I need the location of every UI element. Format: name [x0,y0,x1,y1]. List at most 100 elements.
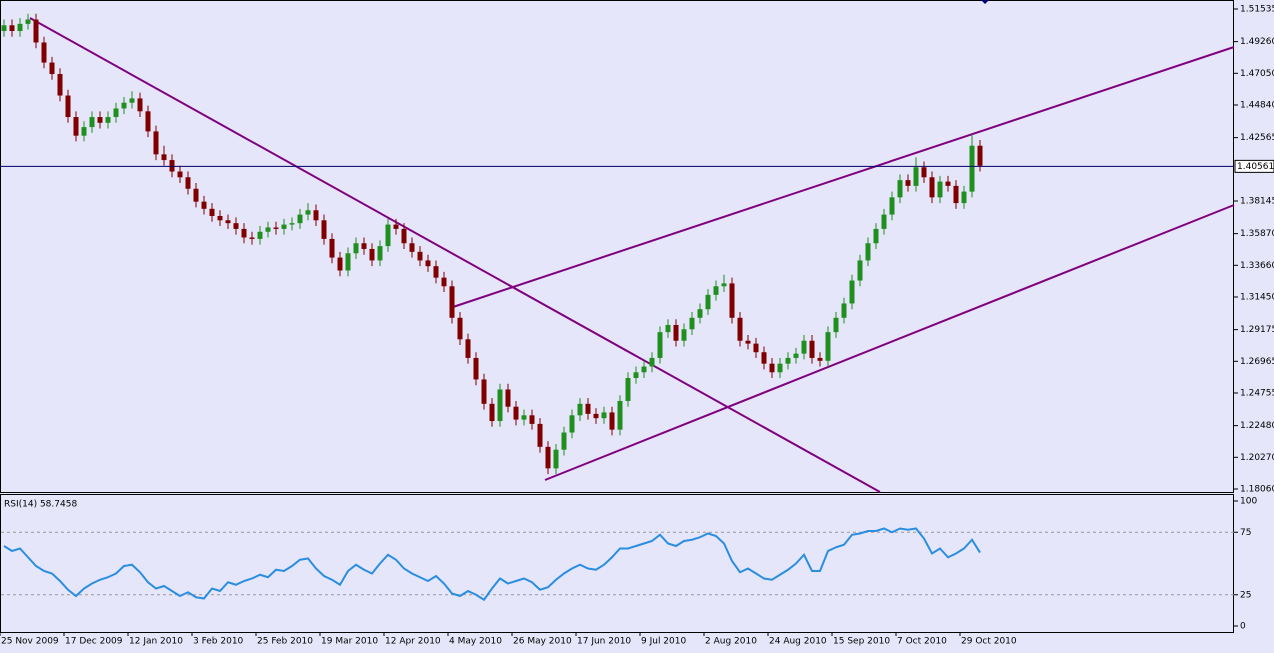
candle-body [761,352,767,364]
candle-body [537,423,543,447]
candle-body [233,223,239,229]
candle-body [441,277,447,287]
candle-body [513,406,519,420]
candle-body [401,228,407,244]
candle-body [73,117,79,136]
x-tick-label: 19 Mar 2010 [321,637,378,647]
candle-body [329,238,335,258]
y-tick-label: 1.29175 [1240,325,1274,335]
candle-body [929,177,935,198]
rsi-title: RSI(14) 58.7458 [4,500,77,510]
candle-body [1,25,7,32]
candle-body [225,220,231,224]
candle-body [105,117,111,123]
candle-body [417,251,423,261]
candle-body [609,412,615,430]
candle-body [689,317,695,330]
candle-body [817,357,823,361]
trendline [29,17,881,493]
candle-body [617,400,623,430]
y-tick-label: 1.18060 [1240,485,1274,495]
trendline [452,46,1235,308]
candle-body [801,340,807,354]
candle-body [857,260,863,281]
candle-body [601,412,607,419]
candle-body [425,260,431,267]
candle-body [809,340,815,358]
trendline [544,204,1235,481]
candle-body [881,214,887,229]
candle-body [873,228,879,244]
candle-body [657,332,663,358]
rsi-line [3,527,981,602]
candle-body [577,403,583,416]
candle-body [25,19,31,24]
x-tick-label: 26 May 2010 [513,637,572,647]
x-tick-label: 25 Nov 2009 [1,637,59,647]
candle-body [913,167,919,186]
y-tick-label: 1.51535 [1240,5,1274,15]
candle-body [681,329,687,341]
candle-body [9,25,15,32]
y-tick-label: 1.49260 [1240,37,1274,47]
candle-body [201,201,207,209]
candle-body [481,379,487,404]
candle-body [841,303,847,318]
candle-body [353,243,359,254]
candle-body [241,228,247,238]
y-tick-label: 1.26965 [1240,357,1274,367]
x-tick-label: 3 Feb 2010 [193,637,244,647]
candle-body [17,23,23,32]
candle-body [489,403,495,422]
x-tick-label: 7 Oct 2010 [897,637,947,647]
candle-body [321,220,327,239]
candle-body [585,403,591,414]
candle-body [521,415,527,420]
y-tick-label: 0 [1240,622,1246,632]
candle-body [665,324,671,333]
x-tick-label: 25 Feb 2010 [257,637,313,647]
candle-body [289,223,295,225]
candle-body [129,98,135,103]
candle-body [705,294,711,310]
candle-body [833,317,839,333]
candle-body [969,145,975,192]
x-tick-label: 4 May 2010 [449,637,502,647]
candle-body [961,191,967,204]
candle-body [97,117,103,123]
candle-body [193,188,199,202]
y-tick-label: 1.24755 [1240,389,1274,399]
candle-body [561,432,567,450]
candle-body [465,339,471,358]
trendlines [29,17,1235,493]
candle-body [553,449,559,469]
y-tick-label: 1.20270 [1240,453,1274,463]
candle-body [385,224,391,247]
y-tick-label: 25 [1240,590,1251,600]
current-price-box [1234,159,1274,173]
candle-body [449,286,455,318]
candle-body [145,111,151,132]
candle-body [473,357,479,380]
x-tick-label: 15 Sep 2010 [833,637,890,647]
candle-body [49,62,55,75]
candle-body [793,353,799,358]
candle-body [81,127,87,136]
x-tick-label: 12 Apr 2010 [385,637,441,647]
candle-body [905,180,911,186]
candle-body [169,160,175,172]
marker [981,0,989,4]
candle-body [769,363,775,373]
x-tick-label: 17 Dec 2009 [65,637,123,647]
candle-body [89,117,95,128]
price-panel [0,0,1234,493]
candle-body [729,283,735,318]
candle-body [57,74,63,96]
candle-body [153,131,159,155]
candle-body [393,224,399,229]
current-price-label: 1.40561 [1237,162,1274,172]
candle-body [545,446,551,469]
candle-body [593,413,599,419]
candle-body [113,108,119,118]
